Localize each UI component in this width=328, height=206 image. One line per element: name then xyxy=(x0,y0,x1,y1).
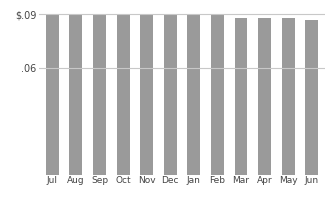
Bar xyxy=(211,14,224,175)
Bar xyxy=(258,18,271,175)
Bar xyxy=(140,14,153,175)
Bar xyxy=(187,15,200,175)
Bar xyxy=(116,14,130,175)
Bar xyxy=(46,15,59,175)
Bar xyxy=(70,15,82,175)
Bar xyxy=(305,20,318,175)
Bar xyxy=(164,15,177,175)
Bar xyxy=(282,18,295,175)
Bar xyxy=(235,18,248,175)
Bar xyxy=(93,14,106,175)
